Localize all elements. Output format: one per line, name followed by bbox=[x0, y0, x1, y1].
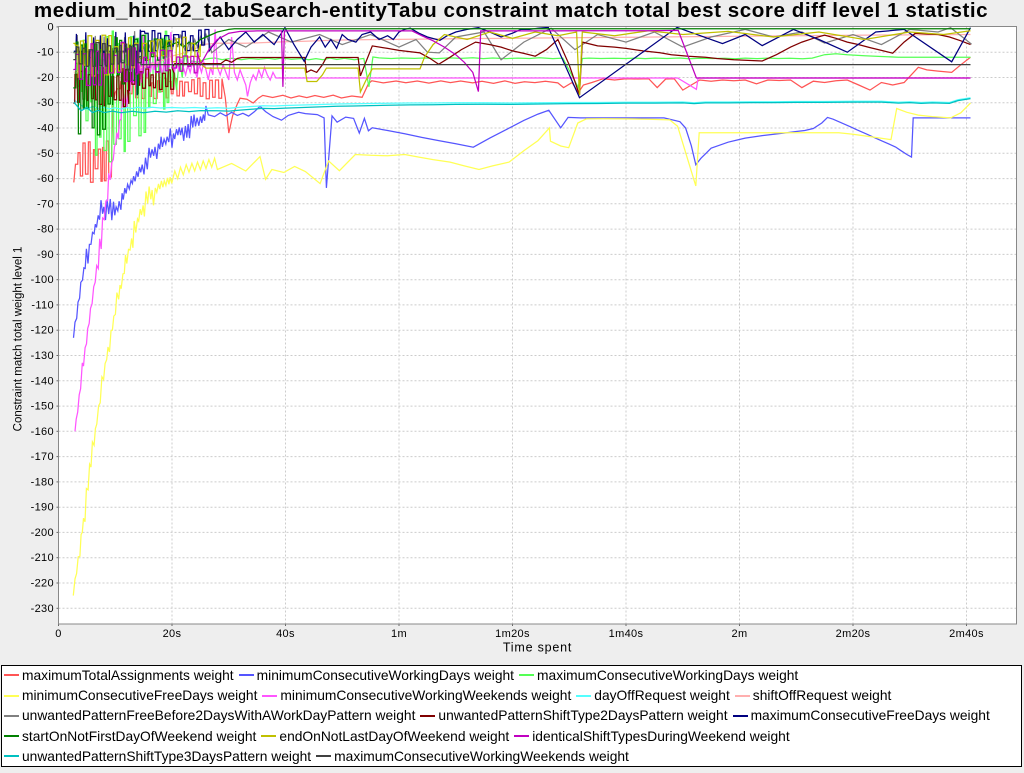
svg-text:0: 0 bbox=[48, 21, 54, 33]
svg-text:-70: -70 bbox=[37, 198, 54, 210]
svg-text:-230: -230 bbox=[31, 603, 54, 615]
svg-text:-90: -90 bbox=[37, 249, 54, 261]
svg-text:0: 0 bbox=[55, 628, 61, 640]
svg-text:-120: -120 bbox=[31, 325, 54, 337]
svg-text:2m20s: 2m20s bbox=[836, 628, 871, 640]
svg-text:medium_hint02_tabuSearch-entit: medium_hint02_tabuSearch-entityTabu cons… bbox=[34, 0, 988, 22]
svg-text:1m40s: 1m40s bbox=[609, 628, 644, 640]
svg-text:-190: -190 bbox=[31, 502, 54, 514]
svg-text:Constraint match total weight: Constraint match total weight level 1 bbox=[13, 247, 25, 432]
svg-text:-150: -150 bbox=[31, 401, 54, 413]
svg-text:-40: -40 bbox=[37, 123, 54, 135]
svg-text:-80: -80 bbox=[37, 224, 54, 236]
svg-text:-100: -100 bbox=[31, 274, 54, 286]
svg-text:-130: -130 bbox=[31, 350, 54, 362]
svg-text:-30: -30 bbox=[37, 97, 54, 109]
svg-text:-180: -180 bbox=[31, 476, 54, 488]
svg-text:2m: 2m bbox=[732, 628, 748, 640]
svg-text:-170: -170 bbox=[31, 451, 54, 463]
svg-text:-60: -60 bbox=[37, 173, 54, 185]
svg-text:-140: -140 bbox=[31, 375, 54, 387]
svg-text:20s: 20s bbox=[163, 628, 182, 640]
svg-text:-210: -210 bbox=[31, 552, 54, 564]
svg-text:-220: -220 bbox=[31, 578, 54, 590]
svg-text:2m40s: 2m40s bbox=[949, 628, 984, 640]
svg-text:40s: 40s bbox=[276, 628, 295, 640]
svg-text:-160: -160 bbox=[31, 426, 54, 438]
svg-text:-20: -20 bbox=[37, 72, 54, 84]
svg-text:Time spent: Time spent bbox=[503, 641, 572, 655]
svg-text:-10: -10 bbox=[37, 47, 54, 59]
svg-text:-200: -200 bbox=[31, 527, 54, 539]
svg-text:1m: 1m bbox=[391, 628, 407, 640]
svg-text:-110: -110 bbox=[31, 299, 54, 311]
svg-text:1m20s: 1m20s bbox=[495, 628, 530, 640]
svg-text:-50: -50 bbox=[37, 148, 54, 160]
